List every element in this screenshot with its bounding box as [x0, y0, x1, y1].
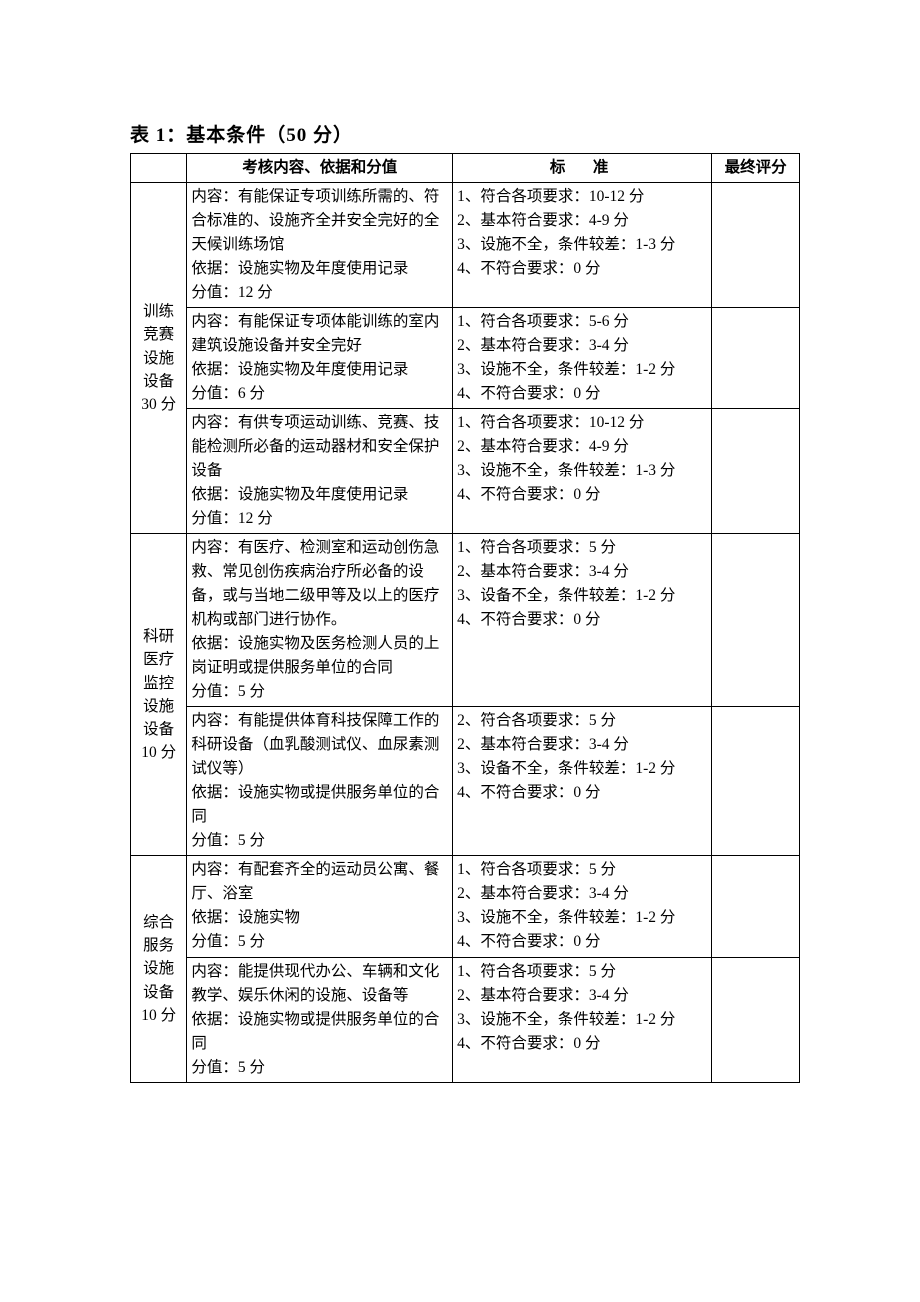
table-title: 表 1：基本条件（50 分） [130, 120, 800, 147]
table-row: 内容：有能提供体育科技保障工作的科研设备（血乳酸测试仪、血尿素测试仪等）依据：设… [131, 707, 800, 856]
category-cell: 综合服务设施设备10 分 [131, 856, 187, 1082]
category-cell: 科研医疗监控设施设备10 分 [131, 534, 187, 856]
table-row: 综合服务设施设备10 分内容：有配套齐全的运动员公寓、餐厅、浴室依据：设施实物分… [131, 856, 800, 957]
standard-cell: 1、符合各项要求：5 分2、基本符合要求：3-4 分3、设施不全，条件较差：1-… [453, 957, 712, 1082]
table-header-row: 考核内容、依据和分值 标 准 最终评分 [131, 154, 800, 183]
score-cell [712, 856, 800, 957]
table-row: 内容：有供专项运动训练、竞赛、技能检测所必备的运动器材和安全保护设备依据：设施实… [131, 409, 800, 534]
standard-cell: 1、符合各项要求：5 分2、基本符合要求：3-4 分3、设备不全，条件较差：1-… [453, 534, 712, 707]
content-cell: 内容：有能保证专项训练所需的、符合标准的、设施齐全并安全完好的全天候训练场馆依据… [187, 183, 453, 308]
score-cell [712, 707, 800, 856]
header-content: 考核内容、依据和分值 [187, 154, 453, 183]
score-cell [712, 409, 800, 534]
content-cell: 内容：有医疗、检测室和运动创伤急救、常见创伤疾病治疗所必备的设备，或与当地二级甲… [187, 534, 453, 707]
table-body: 训练竞赛设施设备30 分内容：有能保证专项训练所需的、符合标准的、设施齐全并安全… [131, 183, 800, 1083]
content-cell: 内容：有供专项运动训练、竞赛、技能检测所必备的运动器材和安全保护设备依据：设施实… [187, 409, 453, 534]
content-cell: 内容：有能提供体育科技保障工作的科研设备（血乳酸测试仪、血尿素测试仪等）依据：设… [187, 707, 453, 856]
table-row: 训练竞赛设施设备30 分内容：有能保证专项训练所需的、符合标准的、设施齐全并安全… [131, 183, 800, 308]
score-cell [712, 957, 800, 1082]
header-category [131, 154, 187, 183]
standard-cell: 2、符合各项要求：5 分2、基本符合要求：3-4 分3、设备不全，条件较差：1-… [453, 707, 712, 856]
score-cell [712, 534, 800, 707]
standard-cell: 1、符合各项要求：5 分2、基本符合要求：3-4 分3、设施不全，条件较差：1-… [453, 856, 712, 957]
content-cell: 内容：有配套齐全的运动员公寓、餐厅、浴室依据：设施实物分值：5 分 [187, 856, 453, 957]
content-cell: 内容：能提供现代办公、车辆和文化教学、娱乐休闲的设施、设备等依据：设施实物或提供… [187, 957, 453, 1082]
score-cell [712, 308, 800, 409]
standard-cell: 1、符合各项要求：10-12 分2、基本符合要求：4-9 分3、设施不全，条件较… [453, 183, 712, 308]
table-row: 内容：有能保证专项体能训练的室内建筑设施设备并安全完好依据：设施实物及年度使用记… [131, 308, 800, 409]
content-cell: 内容：有能保证专项体能训练的室内建筑设施设备并安全完好依据：设施实物及年度使用记… [187, 308, 453, 409]
header-score: 最终评分 [712, 154, 800, 183]
table-row: 内容：能提供现代办公、车辆和文化教学、娱乐休闲的设施、设备等依据：设施实物或提供… [131, 957, 800, 1082]
standard-cell: 1、符合各项要求：5-6 分2、基本符合要求：3-4 分3、设施不全，条件较差：… [453, 308, 712, 409]
category-cell: 训练竞赛设施设备30 分 [131, 183, 187, 534]
table-row: 科研医疗监控设施设备10 分内容：有医疗、检测室和运动创伤急救、常见创伤疾病治疗… [131, 534, 800, 707]
score-cell [712, 183, 800, 308]
criteria-table: 考核内容、依据和分值 标 准 最终评分 训练竞赛设施设备30 分内容：有能保证专… [130, 153, 800, 1083]
standard-cell: 1、符合各项要求：10-12 分2、基本符合要求：4-9 分3、设施不全，条件较… [453, 409, 712, 534]
header-standard: 标 准 [453, 154, 712, 183]
